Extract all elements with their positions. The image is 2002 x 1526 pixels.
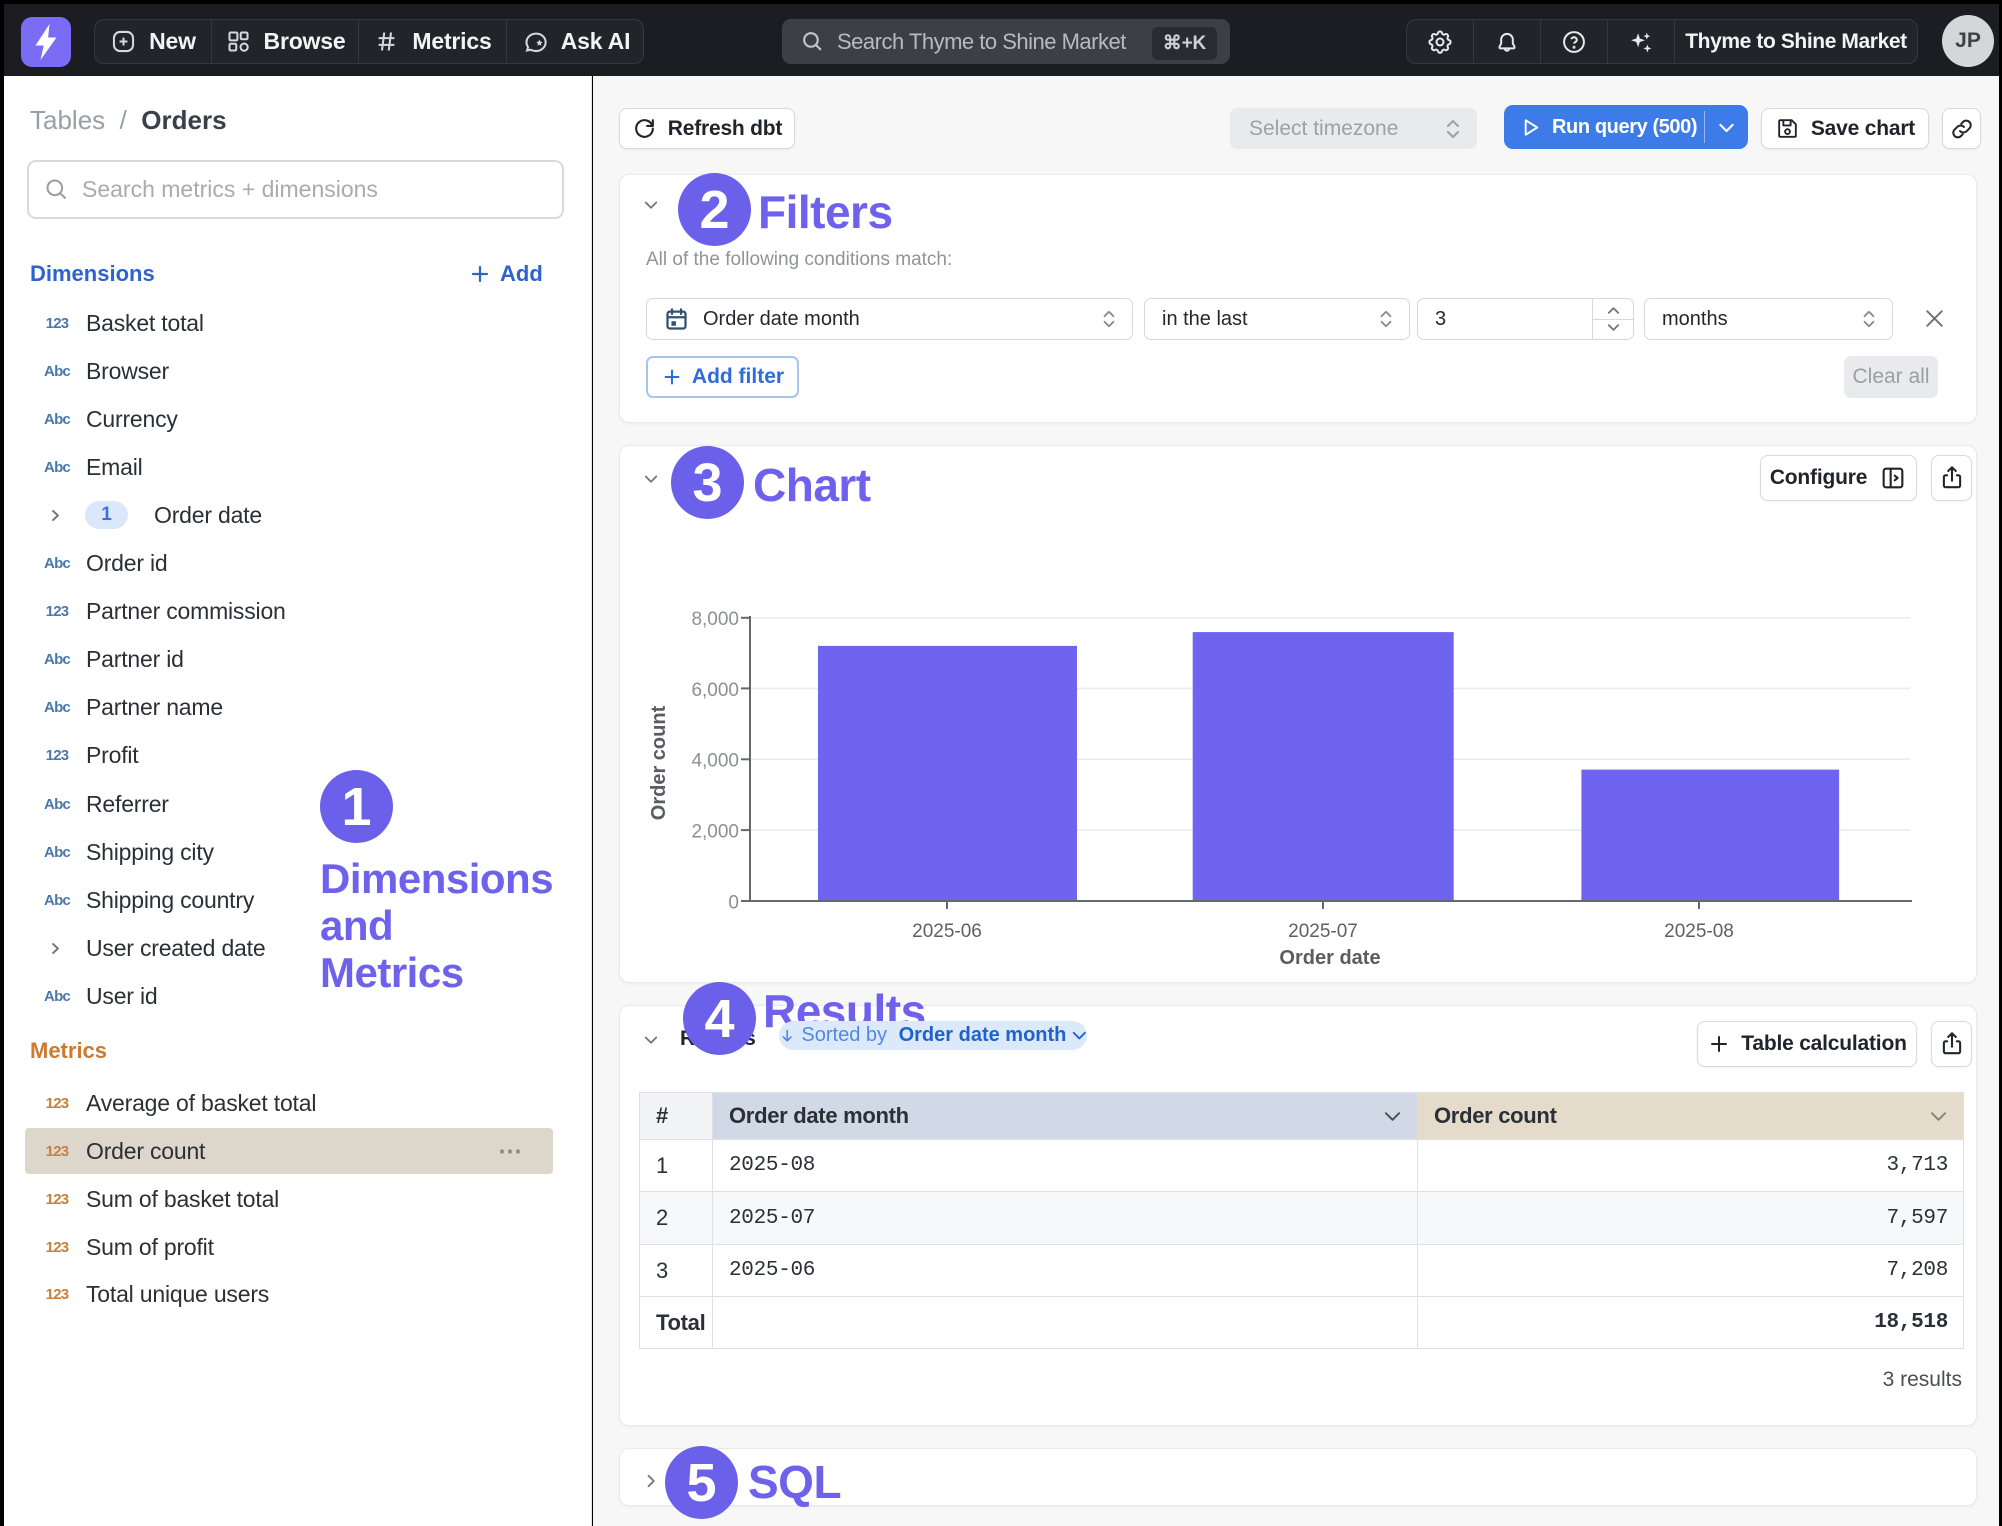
svg-text:Order date: Order date	[1279, 947, 1380, 969]
svg-text:2,000: 2,000	[691, 822, 739, 843]
svg-text:2025-07: 2025-07	[1288, 921, 1358, 942]
svg-text:8,000: 8,000	[691, 609, 739, 630]
svg-text:6,000: 6,000	[691, 680, 739, 701]
svg-text:0: 0	[728, 892, 739, 913]
svg-text:4,000: 4,000	[691, 751, 739, 772]
svg-text:2025-06: 2025-06	[912, 921, 982, 942]
svg-text:2025-08: 2025-08	[1664, 921, 1734, 942]
svg-text:Order count: Order count	[648, 705, 670, 820]
